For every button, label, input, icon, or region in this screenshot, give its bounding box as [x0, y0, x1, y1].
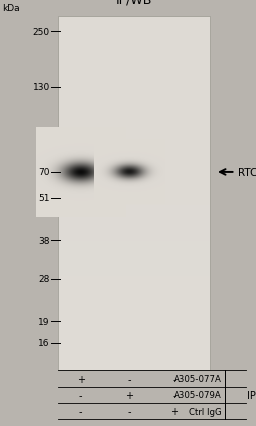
Text: 19: 19 [38, 317, 50, 326]
Text: -: - [127, 406, 131, 416]
Text: A305-079A: A305-079A [174, 390, 221, 400]
Bar [58, 206, 210, 217]
Text: IP: IP [247, 390, 256, 400]
Bar [58, 29, 210, 40]
Bar [58, 229, 210, 241]
Bar [58, 100, 210, 111]
Bar [58, 17, 210, 371]
Bar [58, 17, 210, 29]
Text: +: + [125, 390, 133, 400]
Text: 130: 130 [33, 83, 50, 92]
Text: -: - [79, 390, 82, 400]
Text: +: + [77, 374, 85, 384]
Bar [58, 359, 210, 371]
Text: +: + [170, 406, 178, 416]
Text: -: - [172, 374, 176, 384]
Bar [58, 182, 210, 194]
Bar [58, 135, 210, 147]
Bar [58, 76, 210, 88]
Bar [58, 40, 210, 52]
Bar [58, 194, 210, 206]
Text: A305-077A: A305-077A [174, 374, 221, 383]
Text: Ctrl IgG: Ctrl IgG [189, 406, 221, 416]
Bar [58, 241, 210, 253]
Bar [58, 111, 210, 123]
Bar [58, 217, 210, 229]
Text: 70: 70 [38, 168, 50, 177]
Bar [58, 312, 210, 323]
Bar [58, 170, 210, 182]
Text: RTCB: RTCB [238, 167, 256, 178]
Text: kDa: kDa [3, 4, 20, 13]
Text: 38: 38 [38, 236, 50, 245]
Bar [58, 323, 210, 335]
Bar [58, 123, 210, 135]
Text: 16: 16 [38, 338, 50, 348]
Bar [58, 276, 210, 288]
Text: 28: 28 [39, 274, 50, 284]
Bar [58, 88, 210, 100]
Bar [58, 265, 210, 276]
Text: -: - [79, 406, 82, 416]
Bar [58, 147, 210, 158]
Text: 51: 51 [38, 193, 50, 203]
Text: 250: 250 [33, 27, 50, 37]
Bar [58, 300, 210, 312]
Bar [58, 335, 210, 347]
Bar [58, 288, 210, 300]
Bar [58, 64, 210, 76]
Text: IP/WB: IP/WB [115, 0, 152, 6]
Bar [58, 158, 210, 170]
Text: -: - [172, 390, 176, 400]
Bar [58, 347, 210, 359]
Bar [58, 253, 210, 265]
Text: -: - [127, 374, 131, 384]
Bar [58, 52, 210, 64]
